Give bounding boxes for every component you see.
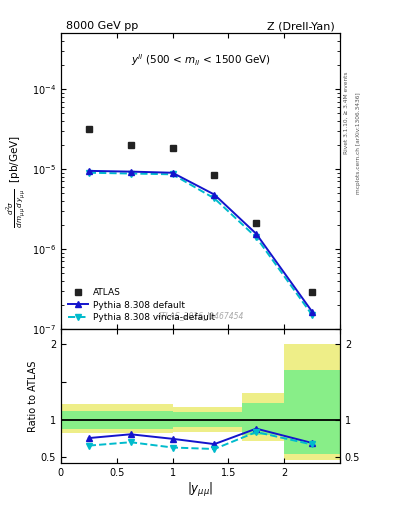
Pythia 8.308 default bbox=[128, 168, 133, 175]
ATLAS bbox=[310, 289, 314, 295]
Pythia 8.308 default bbox=[310, 309, 314, 315]
ATLAS bbox=[212, 172, 217, 178]
Text: ATLAS_2016_I1467454: ATLAS_2016_I1467454 bbox=[157, 311, 244, 320]
Y-axis label: $\frac{d^2\!\sigma}{d\,m_{\mu\mu}\,d\,y_{\mu\mu}}$  [pb/GeV]: $\frac{d^2\!\sigma}{d\,m_{\mu\mu}\,d\,y_… bbox=[6, 135, 28, 227]
Pythia 8.308 default bbox=[170, 169, 175, 176]
Legend: ATLAS, Pythia 8.308 default, Pythia 8.308 vincia-default: ATLAS, Pythia 8.308 default, Pythia 8.30… bbox=[65, 286, 217, 325]
Line: Pythia 8.308 vincia-default: Pythia 8.308 vincia-default bbox=[85, 169, 316, 318]
Pythia 8.308 default bbox=[254, 231, 259, 237]
Text: $y^{ll}$ (500 < $m_{ll}$ < 1500 GeV): $y^{ll}$ (500 < $m_{ll}$ < 1500 GeV) bbox=[130, 53, 270, 68]
ATLAS bbox=[128, 142, 133, 148]
Text: mcplots.cern.ch [arXiv:1306.3436]: mcplots.cern.ch [arXiv:1306.3436] bbox=[356, 93, 361, 194]
ATLAS bbox=[170, 145, 175, 151]
Pythia 8.308 default bbox=[212, 191, 217, 198]
Pythia 8.308 vincia-default bbox=[170, 171, 175, 177]
Pythia 8.308 vincia-default bbox=[128, 170, 133, 177]
Pythia 8.308 vincia-default bbox=[86, 169, 91, 176]
Line: ATLAS: ATLAS bbox=[85, 125, 316, 295]
Text: 8000 GeV pp: 8000 GeV pp bbox=[66, 21, 139, 31]
X-axis label: $|y_{\mu\mu}|$: $|y_{\mu\mu}|$ bbox=[187, 481, 213, 499]
ATLAS bbox=[254, 220, 259, 226]
Pythia 8.308 vincia-default bbox=[212, 195, 217, 201]
Pythia 8.308 default bbox=[86, 168, 91, 174]
Y-axis label: Ratio to ATLAS: Ratio to ATLAS bbox=[28, 360, 38, 432]
Pythia 8.308 vincia-default bbox=[254, 234, 259, 241]
Pythia 8.308 vincia-default bbox=[310, 312, 314, 318]
Text: Rivet 3.1.10, ≥ 3.4M events: Rivet 3.1.10, ≥ 3.4M events bbox=[344, 71, 349, 154]
Line: Pythia 8.308 default: Pythia 8.308 default bbox=[85, 167, 316, 315]
ATLAS bbox=[86, 125, 91, 132]
Text: Z (Drell-Yan): Z (Drell-Yan) bbox=[266, 21, 334, 31]
